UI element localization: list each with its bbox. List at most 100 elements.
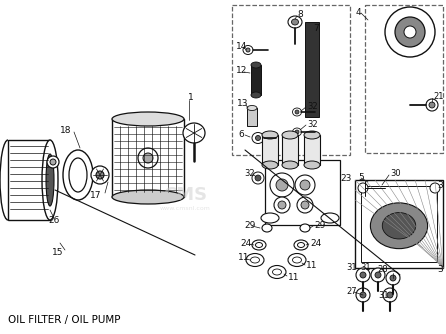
Circle shape	[371, 268, 385, 282]
Bar	[305, 22, 319, 117]
Text: OIL FILTER / OIL PUMP: OIL FILTER / OIL PUMP	[8, 315, 120, 325]
Circle shape	[356, 268, 370, 282]
Ellipse shape	[247, 106, 257, 111]
Text: 29: 29	[244, 220, 256, 229]
Circle shape	[356, 288, 370, 302]
Text: 23: 23	[340, 173, 351, 182]
Ellipse shape	[294, 240, 308, 250]
Text: 7: 7	[313, 23, 319, 32]
Text: 11: 11	[238, 254, 249, 263]
Text: 31: 31	[360, 264, 371, 273]
Ellipse shape	[429, 102, 435, 108]
Ellipse shape	[293, 108, 301, 116]
Ellipse shape	[112, 112, 184, 126]
Text: 31: 31	[346, 264, 357, 273]
Ellipse shape	[251, 62, 261, 68]
Ellipse shape	[262, 131, 278, 139]
Circle shape	[278, 201, 286, 209]
Ellipse shape	[69, 158, 87, 192]
Circle shape	[297, 197, 313, 213]
Ellipse shape	[300, 224, 310, 232]
Text: 17: 17	[90, 190, 102, 199]
Circle shape	[375, 272, 381, 278]
Text: 3: 3	[437, 180, 443, 189]
Text: 31: 31	[378, 291, 388, 300]
Ellipse shape	[268, 266, 286, 279]
Text: 27: 27	[346, 288, 357, 297]
Text: 26: 26	[48, 215, 59, 224]
Circle shape	[300, 180, 310, 190]
Circle shape	[270, 173, 294, 197]
Text: 4: 4	[356, 7, 362, 16]
Bar	[232, 5, 350, 155]
Ellipse shape	[292, 19, 298, 25]
Ellipse shape	[251, 92, 261, 98]
Circle shape	[360, 272, 366, 278]
Ellipse shape	[262, 161, 278, 169]
Circle shape	[360, 292, 366, 298]
Ellipse shape	[91, 166, 109, 184]
Ellipse shape	[143, 153, 153, 163]
Text: 28: 28	[377, 266, 388, 275]
Ellipse shape	[47, 156, 59, 168]
Ellipse shape	[293, 257, 301, 263]
Text: 11: 11	[306, 261, 318, 270]
Circle shape	[358, 183, 368, 193]
Text: 6: 6	[238, 130, 244, 139]
Circle shape	[390, 275, 396, 281]
Ellipse shape	[295, 130, 299, 134]
Ellipse shape	[46, 154, 54, 206]
Text: 1: 1	[188, 93, 194, 102]
Ellipse shape	[262, 224, 272, 232]
Text: www.cmsnl.com: www.cmsnl.com	[160, 205, 211, 210]
Text: 11: 11	[288, 273, 300, 282]
Text: 15: 15	[52, 247, 63, 257]
Ellipse shape	[382, 212, 416, 239]
Text: 13: 13	[237, 99, 248, 108]
Ellipse shape	[246, 48, 250, 52]
Bar	[8, 140, 50, 220]
Ellipse shape	[295, 110, 299, 114]
Text: 21: 21	[433, 92, 443, 101]
Text: 32: 32	[244, 168, 255, 177]
Ellipse shape	[138, 148, 158, 168]
Ellipse shape	[288, 254, 306, 267]
Ellipse shape	[273, 269, 281, 275]
Ellipse shape	[96, 171, 104, 179]
Text: 32: 32	[307, 102, 318, 111]
Ellipse shape	[304, 161, 320, 169]
Ellipse shape	[251, 257, 260, 263]
Ellipse shape	[256, 136, 260, 141]
Text: 29: 29	[314, 220, 326, 229]
Ellipse shape	[42, 140, 58, 220]
Bar	[361, 186, 437, 262]
Ellipse shape	[50, 159, 56, 165]
Circle shape	[387, 292, 393, 298]
Bar	[282, 135, 298, 165]
Text: 3: 3	[437, 266, 443, 275]
Ellipse shape	[304, 131, 320, 139]
Text: 8: 8	[297, 9, 303, 18]
Bar	[355, 180, 443, 268]
Bar	[265, 160, 340, 225]
Text: 24: 24	[240, 238, 251, 247]
Circle shape	[301, 201, 309, 209]
Ellipse shape	[252, 240, 266, 250]
Circle shape	[252, 172, 264, 184]
Circle shape	[295, 175, 315, 195]
Ellipse shape	[63, 150, 93, 200]
Circle shape	[274, 197, 290, 213]
Bar	[304, 135, 320, 165]
Ellipse shape	[282, 131, 298, 139]
Bar	[247, 108, 257, 126]
Text: 14: 14	[236, 41, 248, 50]
Ellipse shape	[426, 99, 438, 111]
Bar	[112, 119, 184, 197]
Ellipse shape	[395, 17, 425, 47]
Text: CMS: CMS	[163, 186, 207, 204]
Circle shape	[386, 271, 400, 285]
Ellipse shape	[112, 190, 184, 204]
Ellipse shape	[261, 213, 279, 223]
Circle shape	[383, 288, 397, 302]
Circle shape	[276, 179, 288, 191]
